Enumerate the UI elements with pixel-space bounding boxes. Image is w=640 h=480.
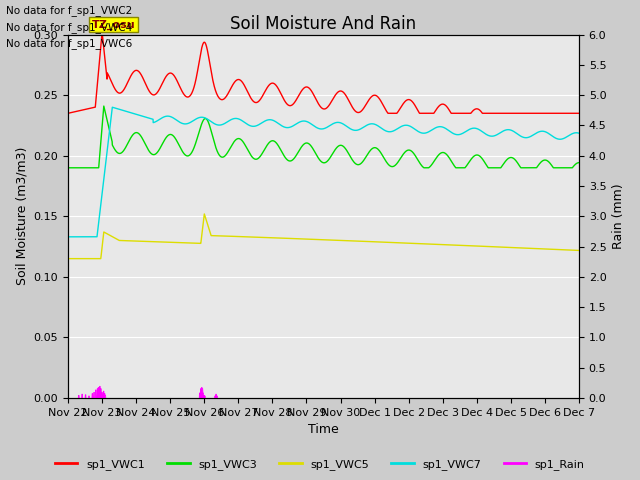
Y-axis label: Soil Moisture (m3/m3): Soil Moisture (m3/m3) (15, 147, 28, 286)
Y-axis label: Rain (mm): Rain (mm) (612, 183, 625, 249)
X-axis label: Time: Time (308, 423, 339, 436)
Text: No data for f_sp1_VWC6: No data for f_sp1_VWC6 (6, 38, 132, 49)
Text: No data for f_sp1_VWC2: No data for f_sp1_VWC2 (6, 5, 132, 16)
Text: TZ_osu: TZ_osu (92, 19, 136, 30)
Text: No data for f_sp1_VWC4: No data for f_sp1_VWC4 (6, 22, 132, 33)
Legend: sp1_VWC1, sp1_VWC3, sp1_VWC5, sp1_VWC7, sp1_Rain: sp1_VWC1, sp1_VWC3, sp1_VWC5, sp1_VWC7, … (51, 455, 589, 474)
Title: Soil Moisture And Rain: Soil Moisture And Rain (230, 15, 417, 33)
